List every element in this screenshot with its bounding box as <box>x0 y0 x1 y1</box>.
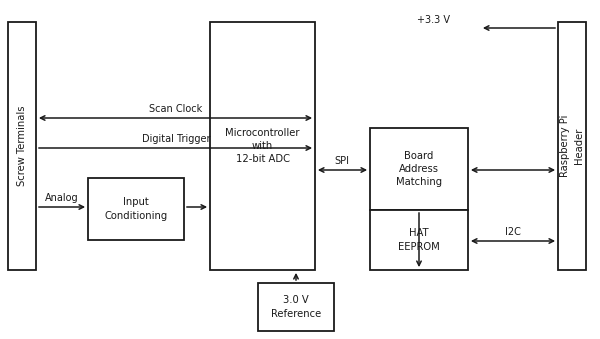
Bar <box>370 128 468 210</box>
Text: Board
Address
Matching: Board Address Matching <box>396 151 442 187</box>
Text: +3.3 V: +3.3 V <box>417 15 450 25</box>
Text: Scan Clock: Scan Clock <box>149 104 203 114</box>
Bar <box>370 210 468 270</box>
Bar <box>8 22 36 270</box>
Text: SPI: SPI <box>335 156 349 166</box>
Text: Input
Conditioning: Input Conditioning <box>104 197 167 221</box>
Text: Analog: Analog <box>45 193 79 203</box>
Bar <box>88 178 184 240</box>
Text: Digital Trigger: Digital Trigger <box>142 134 210 144</box>
Text: Microcontroller
with
12-bit ADC: Microcontroller with 12-bit ADC <box>225 128 300 164</box>
Bar <box>558 22 586 270</box>
Text: Raspberry Pi
Header: Raspberry Pi Header <box>560 115 584 177</box>
Text: Screw Terminals: Screw Terminals <box>17 106 27 186</box>
Text: 3.0 V
Reference: 3.0 V Reference <box>271 295 321 319</box>
Bar <box>210 22 315 270</box>
Bar <box>258 283 334 331</box>
Text: I2C: I2C <box>505 227 521 237</box>
Text: HAT
EEPROM: HAT EEPROM <box>398 228 440 252</box>
